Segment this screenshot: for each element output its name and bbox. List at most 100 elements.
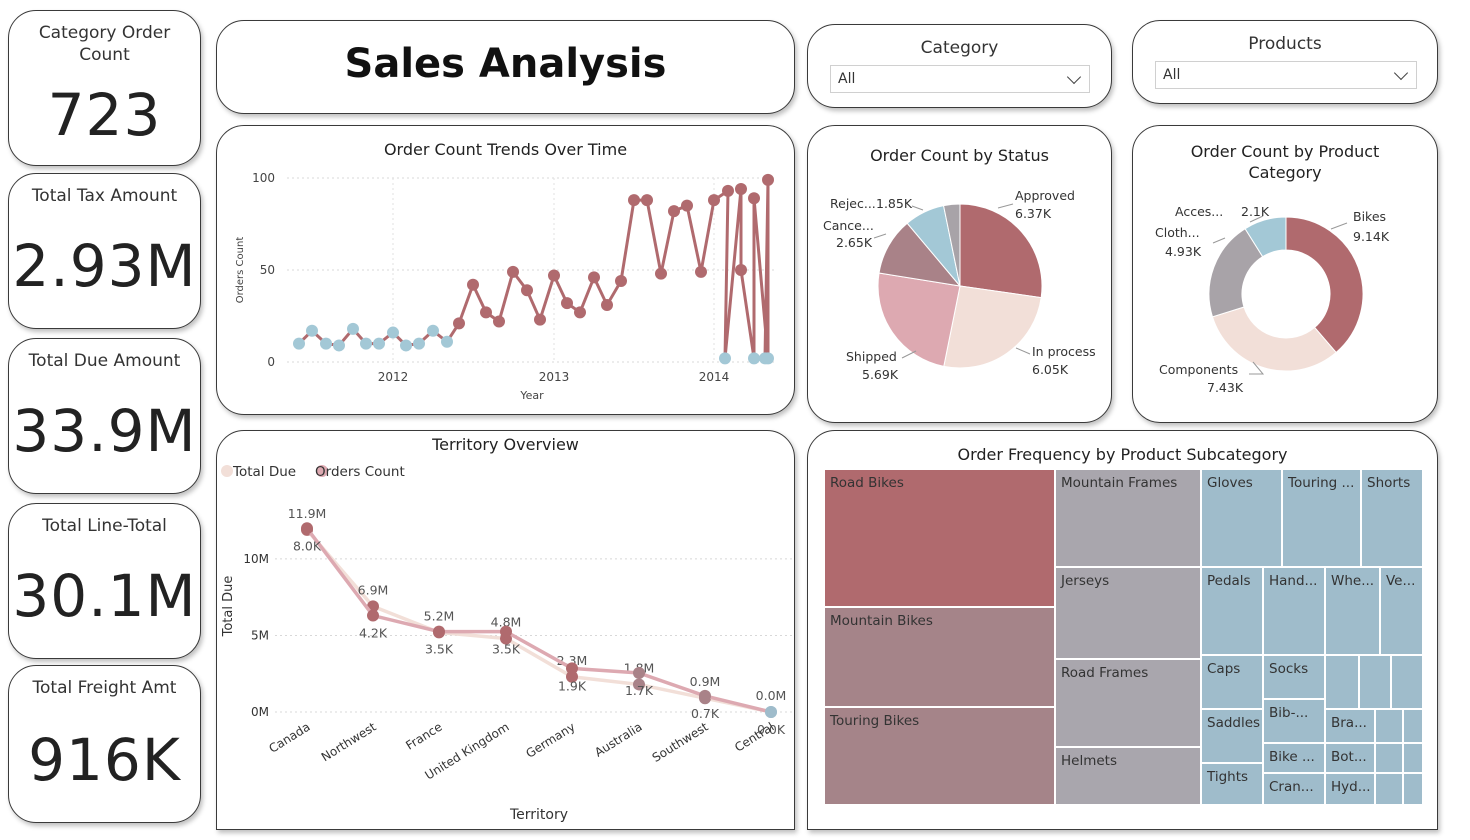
kpi-value: 2.93M: [12, 232, 197, 300]
x-tick-label: France: [403, 720, 444, 753]
kpi-total-line-total: Total Line-Total 30.1M: [8, 503, 201, 659]
data-point: [641, 194, 653, 207]
treemap-tile: [1403, 743, 1423, 773]
data-label: 1.7K: [625, 683, 654, 698]
treemap-tile: Bot...: [1325, 743, 1375, 773]
pie-slice: [959, 203, 1043, 299]
data-point: [480, 306, 492, 319]
slice-value: 4.93K: [1165, 244, 1202, 259]
treemap-tile: Helmets: [1055, 747, 1201, 805]
data-point: [566, 670, 578, 683]
treemap-tile: Jerseys: [1055, 567, 1201, 659]
order-trend-card: Order Count Trends Over Time 0 50 100 2012 2…: [216, 125, 795, 415]
treemap-tile: Touring Bikes: [824, 707, 1055, 805]
slice-label: Shipped: [846, 349, 897, 364]
donut-slice: [1211, 306, 1337, 372]
slice-value: 9.14K: [1353, 229, 1390, 244]
x-axis-title: Territory: [509, 807, 568, 823]
data-point: [735, 264, 747, 276]
treemap-tile: Touring ...: [1282, 469, 1361, 567]
data-point: [467, 278, 479, 291]
category-dropdown[interactable]: All: [830, 65, 1090, 93]
treemap-tile: Whe...: [1325, 567, 1380, 655]
slice-label: In process: [1032, 344, 1096, 359]
category-donut-chart: Bikes 9.14K Components 7.43K Cloth... 4.93K Ac…: [1155, 204, 1390, 395]
data-label: 0.9M: [690, 674, 721, 689]
treemap-tile: Saddles: [1201, 709, 1263, 763]
chart-title: Territory Overview: [432, 435, 579, 454]
data-point: [655, 267, 667, 280]
treemap-tile: Ve...: [1380, 567, 1423, 655]
data-point: [708, 194, 720, 207]
y-axis-title: Total Due: [221, 576, 236, 638]
leader-line: [1212, 237, 1226, 244]
slice-label: Rejec...: [830, 196, 876, 211]
treemap-tile: [1375, 743, 1403, 773]
data-point: [615, 275, 627, 288]
chevron-down-icon: [1066, 69, 1082, 85]
slice-label: Cloth...: [1155, 225, 1200, 240]
data-point: [574, 306, 586, 319]
data-point: [561, 297, 573, 310]
treemap-tile: Tights: [1201, 763, 1263, 805]
kpi-total-tax-amount: Total Tax Amount 2.93M: [8, 173, 201, 329]
data-point: [735, 183, 747, 196]
category-slicer: Category All: [807, 24, 1112, 108]
products-dropdown[interactable]: All: [1155, 61, 1417, 89]
data-point: [759, 352, 771, 365]
slice-value: 7.43K: [1207, 380, 1244, 395]
data-label: 0.0M: [756, 688, 787, 703]
treemap-tile: Road Bikes: [824, 469, 1055, 607]
data-label: 0.0K: [757, 722, 786, 737]
territory-chart: Total Due Orders Count 0M 5M 10M Total Due Ter…: [221, 464, 792, 823]
data-point: [668, 205, 680, 218]
kpi-label: Total Line-Total: [42, 516, 167, 536]
leader-line: [997, 203, 1014, 209]
title-card: Sales Analysis: [216, 20, 795, 114]
legend-swatch: [316, 465, 328, 477]
treemap-tile: Caps: [1201, 655, 1263, 709]
leader-line: [901, 350, 917, 359]
data-point: [695, 265, 707, 278]
x-tick-label: Germany: [523, 720, 577, 761]
data-point: [320, 337, 332, 350]
data-point: [427, 324, 439, 337]
chevron-down-icon: [1393, 65, 1409, 81]
data-point: [507, 265, 519, 278]
kpi-label: Total Due Amount: [28, 351, 181, 371]
data-point: [765, 706, 777, 718]
x-tick-label: 2014: [699, 370, 730, 384]
chart-title: Order Count by Status: [870, 146, 1049, 165]
legend-swatch: [221, 465, 233, 477]
pie-slice: [942, 203, 961, 287]
slice-value: 2.65K: [836, 235, 873, 250]
data-point: [306, 324, 318, 337]
slice-value: 6.37K: [1015, 206, 1052, 221]
donut-slice: [1244, 216, 1287, 258]
data-label: 0.7K: [691, 706, 720, 721]
data-point: [762, 173, 774, 186]
data-point: [500, 625, 512, 638]
data-label: 1.9K: [558, 678, 587, 693]
kpi-label: Total Tax Amount: [31, 186, 178, 206]
treemap-tile: [1391, 655, 1423, 709]
legend-label: Total Due: [232, 464, 296, 480]
leader-line: [1015, 347, 1031, 355]
treemap-tile: Shorts: [1361, 469, 1423, 567]
data-point: [628, 194, 640, 207]
donut-slice: [1285, 216, 1364, 354]
kpi-value: 723: [47, 81, 162, 149]
kpi-value: 916K: [28, 726, 181, 794]
y-axis-title: Orders Count: [235, 237, 246, 304]
treemap-tile: Bra...: [1325, 709, 1375, 743]
data-point: [601, 298, 613, 311]
pie-slice: [943, 285, 1042, 369]
treemap-tile: Mountain Frames: [1055, 469, 1201, 567]
kpi-label: Category Order Count: [38, 23, 171, 65]
data-point: [548, 269, 560, 282]
treemap-tile: Mountain Bikes: [824, 607, 1055, 707]
slice-label: Components: [1159, 362, 1238, 377]
treemap-tile: [1359, 655, 1391, 709]
treemap-tile: Hyd...: [1325, 773, 1375, 805]
slice-label: Cance...: [823, 218, 874, 233]
